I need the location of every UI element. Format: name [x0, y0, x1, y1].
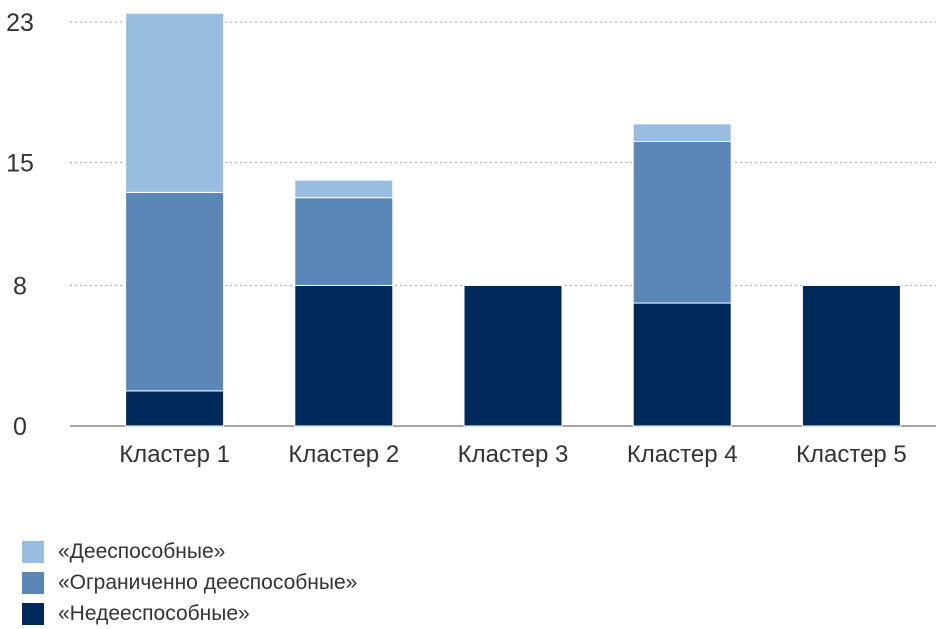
- legend-label: «Ограниченно дееспособные»: [58, 570, 358, 594]
- bar-segment: [125, 390, 225, 427]
- legend-item-ogranichenno-deesposobnye: «Ограниченно дееспособные»: [22, 567, 357, 598]
- bar-segment: [294, 284, 394, 427]
- bar-segment: [294, 179, 394, 199]
- bar-segment: [294, 197, 394, 286]
- y-axis-ticks: 0 8 15 23: [6, 9, 34, 441]
- legend-label: «Дееспособные»: [58, 539, 226, 563]
- legend-item-deesposobnye: «Дееспособные»: [22, 536, 357, 567]
- y-tick-label: 8: [13, 272, 27, 300]
- x-tick-label: Кластер 5: [796, 441, 907, 468]
- bar-segment: [463, 284, 563, 427]
- bar-segment: [801, 284, 901, 427]
- y-tick-label: 15: [6, 150, 34, 178]
- bar-segment: [125, 12, 225, 193]
- x-tick-label: Кластер 1: [119, 441, 230, 468]
- x-axis-labels: Кластер 1 Кластер 2 Кластер 3 Кластер 4 Клас…: [119, 441, 907, 468]
- legend-label: «Недееспособные»: [58, 601, 250, 625]
- legend-swatch: [22, 540, 44, 563]
- bar-segment: [632, 123, 732, 142]
- x-tick-label: Кластер 4: [627, 441, 738, 468]
- y-tick-label: 23: [6, 9, 34, 37]
- legend-item-nedeesposobnye: «Недееспособные»: [22, 598, 357, 629]
- bar-segment: [632, 302, 732, 427]
- legend-swatch: [22, 602, 44, 625]
- x-tick-label: Кластер 2: [288, 441, 399, 468]
- bars: [125, 12, 901, 427]
- legend: «Дееспособные» «Ограниченно дееспособные…: [22, 536, 357, 629]
- bar-segment: [125, 191, 225, 392]
- bar-segment: [632, 140, 732, 304]
- x-tick-label: Кластер 3: [458, 441, 569, 468]
- legend-swatch: [22, 571, 44, 594]
- y-tick-label: 0: [13, 413, 27, 441]
